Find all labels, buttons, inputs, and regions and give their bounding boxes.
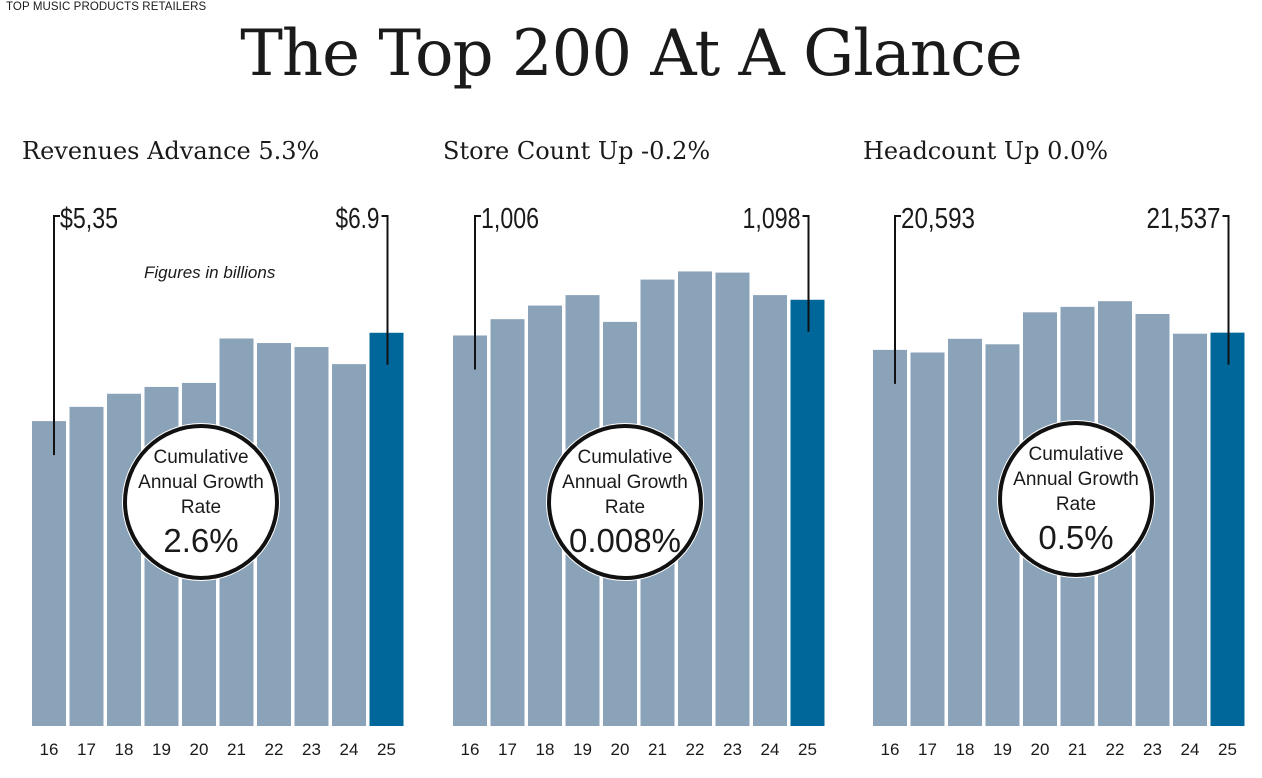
cagr-callout: Cumulative Annual Growth Rate 0.5% bbox=[998, 421, 1154, 577]
bar bbox=[332, 364, 366, 726]
bar bbox=[294, 347, 329, 726]
bar-chart-stores: 16 17 18 19 20 21 22 23 24 25 1,006 1,098 bbox=[453, 203, 825, 759]
x-tick-label: 21 bbox=[1068, 740, 1087, 759]
cagr-label: Cumulative Annual Growth Rate bbox=[138, 446, 264, 518]
chart-panel-revenues: Revenues Advance 5.3% 16 17 18 19 20 21 22 23 24… bbox=[22, 0, 432, 778]
bar bbox=[873, 349, 907, 726]
bar-chart-headcount: 16 17 18 19 20 21 22 23 24 25 20,593 21,537 bbox=[873, 203, 1245, 759]
x-tick-label: 21 bbox=[648, 740, 667, 759]
kicker: TOP MUSIC PRODUCTS RETAILERS bbox=[6, 1, 207, 13]
bar bbox=[107, 393, 141, 726]
x-tick-label: 19 bbox=[573, 740, 592, 759]
x-tick-label: 21 bbox=[227, 740, 246, 759]
x-tick-label: 19 bbox=[152, 740, 171, 759]
chart-panel-stores: Store Count Up -0.2% 16 17 18 19 20 21 22 23 24 2… bbox=[443, 0, 853, 778]
x-tick-label: 17 bbox=[918, 740, 937, 759]
bar bbox=[369, 332, 404, 726]
end-leader-line bbox=[381, 215, 389, 365]
start-value-label: 20,593 bbox=[901, 203, 975, 235]
x-tick-label: 22 bbox=[265, 740, 284, 759]
end-value-label: $6.9 bbox=[336, 203, 380, 235]
end-leader-line bbox=[1222, 215, 1230, 365]
cagr-label: Cumulative Annual Growth Rate bbox=[562, 446, 688, 518]
start-leader-line bbox=[894, 215, 901, 384]
x-tick-label: 16 bbox=[881, 740, 900, 759]
x-tick-label: 16 bbox=[40, 740, 59, 759]
units-note: Figures in billions bbox=[144, 263, 276, 282]
bar bbox=[1173, 333, 1207, 726]
x-tick-label: 20 bbox=[1031, 740, 1050, 759]
x-tick-label: 23 bbox=[723, 740, 742, 759]
bar bbox=[910, 352, 945, 726]
x-tick-label: 23 bbox=[302, 740, 321, 759]
cagr-callout: Cumulative Annual Growth Rate 0.008% bbox=[547, 424, 703, 580]
x-tick-label: 18 bbox=[956, 740, 975, 759]
cagr-callout: Cumulative Annual Growth Rate 2.6% bbox=[123, 424, 279, 580]
x-tick-label: 19 bbox=[993, 740, 1012, 759]
bar bbox=[715, 272, 750, 726]
x-tick-label: 25 bbox=[798, 740, 817, 759]
x-tick-label: 25 bbox=[1218, 740, 1237, 759]
start-value-label: $5,35 bbox=[60, 203, 118, 235]
x-tick-label: 22 bbox=[1106, 740, 1125, 759]
chart-title: Headcount Up 0.0% bbox=[863, 137, 1109, 165]
bar bbox=[69, 406, 104, 726]
end-value-label: 1,098 bbox=[743, 203, 801, 235]
x-tick-label: 18 bbox=[115, 740, 134, 759]
bar bbox=[948, 338, 982, 726]
bar bbox=[453, 335, 487, 726]
x-tick-label: 17 bbox=[498, 740, 517, 759]
x-tick-label: 24 bbox=[1181, 740, 1200, 759]
x-tick-label: 20 bbox=[611, 740, 630, 759]
page-title: The Top 200 At A Glance bbox=[240, 17, 1023, 91]
cagr-value: 0.008% bbox=[569, 521, 681, 559]
x-tick-label: 24 bbox=[761, 740, 780, 759]
x-tick-label: 18 bbox=[536, 740, 555, 759]
start-leader-line bbox=[474, 215, 481, 370]
chart-panel-headcount: Headcount Up 0.0% 16 17 18 19 20 21 22 23 24 25 20… bbox=[863, 0, 1262, 778]
end-leader-line bbox=[802, 215, 810, 332]
start-value-label: 1,006 bbox=[481, 203, 539, 235]
x-tick-label: 17 bbox=[77, 740, 96, 759]
bar bbox=[753, 295, 787, 726]
start-leader-line bbox=[53, 215, 60, 456]
chart-title: Store Count Up -0.2% bbox=[443, 137, 711, 165]
bar bbox=[490, 319, 525, 726]
x-tick-label: 24 bbox=[340, 740, 359, 759]
x-tick-label: 23 bbox=[1143, 740, 1162, 759]
x-tick-label: 16 bbox=[461, 740, 480, 759]
cagr-label: Cumulative Annual Growth Rate bbox=[1013, 443, 1139, 515]
x-tick-label: 25 bbox=[377, 740, 396, 759]
cagr-value: 2.6% bbox=[163, 521, 239, 559]
x-tick-label: 22 bbox=[686, 740, 705, 759]
chart-title: Revenues Advance 5.3% bbox=[22, 137, 320, 165]
bar bbox=[1210, 332, 1245, 726]
bar bbox=[790, 299, 825, 726]
end-value-label: 21,537 bbox=[1147, 203, 1221, 235]
bar-chart-revenues: 16 17 18 19 20 21 22 23 24 25 $5,35 $6.9 bbox=[32, 203, 404, 759]
cagr-value: 0.5% bbox=[1038, 518, 1114, 556]
bar bbox=[32, 421, 66, 726]
x-tick-label: 20 bbox=[190, 740, 209, 759]
